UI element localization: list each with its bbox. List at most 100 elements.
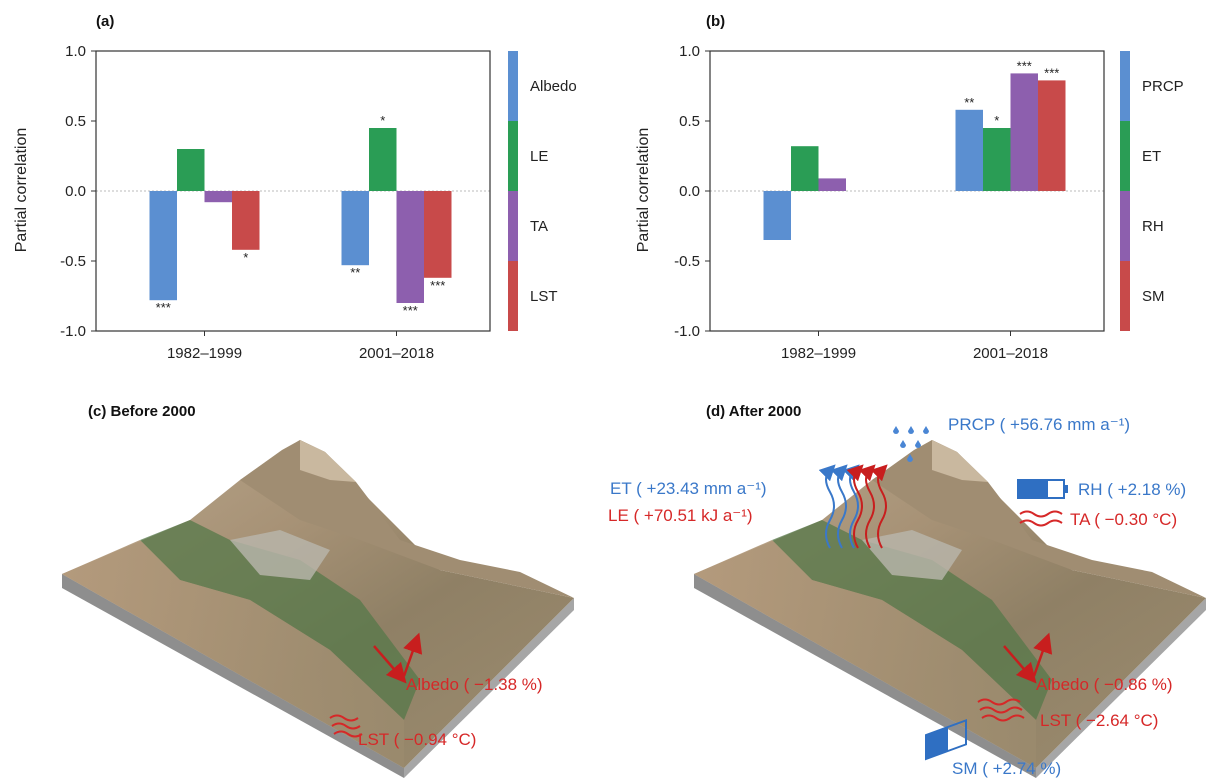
- sig-label: *: [243, 250, 248, 265]
- panel-label-a: (a): [96, 13, 114, 30]
- bar-ta-0: [204, 191, 232, 203]
- mountain-ridge-c: [300, 440, 356, 482]
- floodplain-d: [694, 540, 1036, 768]
- ta-heat-icon: [1019, 510, 1063, 527]
- ytick-label: 1.0: [65, 43, 86, 60]
- terrain-block-c: [62, 440, 574, 778]
- ytick-label: 0.0: [65, 183, 86, 200]
- ytick-label: -0.5: [674, 253, 700, 270]
- chart-b: (b) Partial correlation 1.0 0.5 0.0 -0.5 -1.…: [635, 13, 1184, 362]
- panel-d: (d) After 2000 PRCP ( +56.76 mm a⁻¹): [608, 403, 1206, 778]
- sig-labels-a: *************: [156, 113, 446, 318]
- bar-lst-1: [424, 191, 452, 278]
- bar-rh-1: [1010, 73, 1038, 191]
- ta-annotation-d: TA ( −0.30 °C): [1070, 510, 1177, 529]
- bar-ta-1: [396, 191, 424, 303]
- floodplain-c: [62, 540, 404, 768]
- ylabel-b: Partial correlation: [635, 128, 652, 253]
- legend-swatch-ta: [508, 191, 518, 261]
- panel-c: (c) Before 2000 Albedo ( −1.38 %): [62, 403, 574, 778]
- bar-prcp-0: [763, 191, 791, 240]
- mountain-ridge-d: [932, 440, 988, 482]
- sm-annotation-d: SM ( +2.74 %): [952, 759, 1061, 778]
- sig-label: *: [994, 113, 999, 128]
- albedo-annotation-d: Albedo ( −0.86 %): [1036, 675, 1173, 694]
- legend-label-rh: RH: [1142, 218, 1164, 235]
- chart-a: (a) Partial correlation 1.0 0.5 0.0 -0.5 -1.…: [13, 13, 577, 362]
- legend-label-le: LE: [530, 148, 548, 165]
- le-annotation-d: LE ( +70.51 kJ a⁻¹): [608, 506, 753, 525]
- mountain-c: [240, 440, 574, 598]
- le-arrows-d: [846, 464, 888, 549]
- vegetation-d: [772, 520, 1052, 720]
- lst-annotation-d: LST ( −2.64 °C): [1040, 711, 1158, 730]
- bar-et-1: [983, 128, 1011, 191]
- legend-swatch-lst: [508, 261, 518, 331]
- legend-swatch-prcp: [1120, 51, 1130, 121]
- xticks-a: 1982–1999 2001–2018: [167, 331, 434, 362]
- legend-swatch-rh: [1120, 191, 1130, 261]
- lst-heat-icon-d: [977, 698, 1025, 722]
- legend-label-lst: LST: [530, 288, 558, 305]
- ytick-label: -0.5: [60, 253, 86, 270]
- xticks-b: 1982–1999 2001–2018: [781, 331, 1048, 362]
- bar-prcp-1: [955, 109, 983, 191]
- legend-b: PRCP ET RH SM: [1120, 51, 1184, 331]
- bar-rh-0: [818, 178, 846, 191]
- bar-et-0: [791, 146, 819, 191]
- raindrop-icon: [893, 426, 929, 462]
- xtick-label: 1982–1999: [781, 345, 856, 362]
- plot-frame-b: [709, 50, 1105, 332]
- et-annotation-d: ET ( +23.43 mm a⁻¹): [610, 479, 767, 498]
- bar-sm-1: [1038, 80, 1066, 191]
- legend-swatch-le: [508, 121, 518, 191]
- xtick-label: 2001–2018: [359, 345, 434, 362]
- ytick-label: 1.0: [679, 43, 700, 60]
- bar-albedo-0: [149, 191, 177, 301]
- lst-annotation-c: LST ( −0.94 °C): [358, 730, 476, 749]
- rh-annotation-d: RH ( +2.18 %): [1078, 480, 1186, 499]
- albedo-annotation-c: Albedo ( −1.38 %): [406, 675, 543, 694]
- ytick-label: 0.0: [679, 183, 700, 200]
- lst-heat-icon-c: [329, 714, 363, 738]
- humidity-gauge-icon: [1017, 479, 1068, 499]
- legend-label-ta: TA: [530, 218, 548, 235]
- yticks-b: 1.0 0.5 0.0 -0.5 -1.0: [674, 43, 710, 340]
- mountain-d: [872, 440, 1206, 598]
- legend-label-et: ET: [1142, 148, 1161, 165]
- bar-albedo-1: [341, 191, 369, 266]
- legend-swatch-et: [1120, 121, 1130, 191]
- xtick-label: 2001–2018: [973, 345, 1048, 362]
- vegetation-c: [140, 520, 420, 720]
- settlement-c: [230, 530, 330, 580]
- xtick-label: 1982–1999: [167, 345, 242, 362]
- plot-frame-a: [95, 50, 491, 332]
- sig-label: ***: [1044, 65, 1059, 80]
- legend-swatch-sm: [1120, 261, 1130, 331]
- settlement-d: [862, 530, 962, 580]
- legend-label-albedo: Albedo: [530, 78, 577, 95]
- soil-moisture-icon: [925, 719, 967, 761]
- panel-d-title: (d) After 2000: [706, 403, 801, 420]
- sig-label: **: [350, 265, 360, 280]
- bar-lst-0: [232, 191, 260, 250]
- ytick-label: 0.5: [679, 113, 700, 130]
- albedo-arrows-c: [373, 632, 423, 684]
- prcp-annotation-d: PRCP ( +56.76 mm a⁻¹): [948, 415, 1130, 434]
- terrain-side-right-c: [404, 598, 574, 778]
- sig-label: ***: [430, 278, 445, 293]
- ytick-label: 0.5: [65, 113, 86, 130]
- legend-a: Albedo LE TA LST: [508, 51, 577, 331]
- terrain-side-right-d: [1036, 598, 1206, 778]
- panel-label-b: (b): [706, 13, 725, 30]
- legend-label-prcp: PRCP: [1142, 78, 1184, 95]
- bar-le-0: [177, 149, 205, 191]
- panel-c-title: (c) Before 2000: [88, 403, 196, 420]
- sig-label: *: [380, 113, 385, 128]
- legend-label-sm: SM: [1142, 288, 1165, 305]
- bars-a: [149, 128, 452, 303]
- sig-label: **: [964, 95, 974, 110]
- ylabel-a: Partial correlation: [13, 128, 30, 253]
- sig-label: ***: [1017, 58, 1032, 73]
